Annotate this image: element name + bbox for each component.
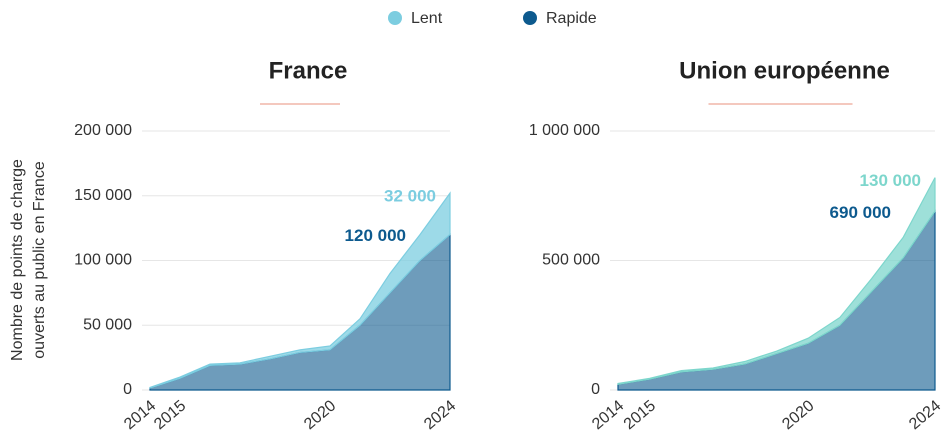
legend-label: Lent: [411, 10, 443, 27]
y-axis-label: Nombre de points de charge: [9, 159, 26, 361]
area: [617, 177, 936, 386]
data-label: 130 000: [860, 171, 921, 190]
y-tick-label: 150 000: [74, 187, 132, 204]
x-tick-label: 2015: [151, 397, 189, 433]
x-tick-label: 2024: [906, 397, 944, 433]
legend-swatch: [388, 11, 402, 25]
data-label: 32 000: [384, 187, 436, 206]
x-tick-label: 2015: [621, 397, 659, 433]
data-label: 120 000: [345, 226, 406, 245]
area: [149, 191, 451, 389]
legend-label: Rapide: [546, 10, 597, 27]
panel-title: Union européenne: [679, 57, 890, 84]
x-tick-label: 2014: [589, 397, 627, 433]
x-tick-label: 2014: [121, 397, 159, 433]
y-axis-label: ouverts au public en France: [31, 161, 48, 359]
y-tick-label: 0: [123, 381, 132, 398]
area: [617, 209, 936, 391]
y-tick-label: 0: [591, 381, 600, 398]
y-tick-label: 200 000: [74, 122, 132, 139]
data-label: 690 000: [830, 203, 891, 222]
panel-title: France: [269, 57, 348, 84]
x-tick-label: 2020: [301, 397, 339, 433]
y-tick-label: 1 000 000: [529, 122, 600, 139]
legend-swatch: [523, 11, 537, 25]
y-tick-label: 50 000: [83, 316, 132, 333]
x-tick-label: 2020: [779, 397, 817, 433]
y-tick-label: 500 000: [542, 252, 600, 269]
y-tick-label: 100 000: [74, 252, 132, 269]
x-tick-label: 2024: [421, 397, 459, 433]
